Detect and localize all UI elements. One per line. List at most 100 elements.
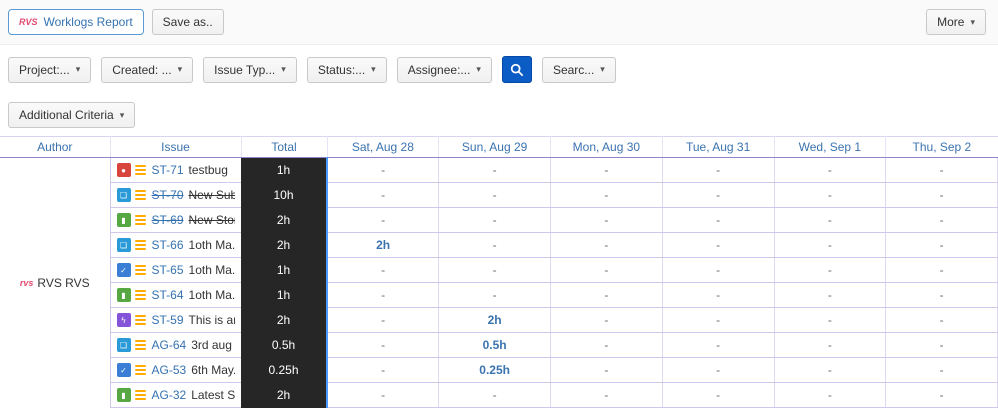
filter-issue-type[interactable]: Issue Typ... ▾: [203, 56, 297, 83]
worklog-day-cell[interactable]: -: [327, 357, 440, 383]
worklog-day-cell[interactable]: -: [438, 282, 551, 308]
worklog-day-cell[interactable]: -: [327, 257, 440, 283]
worklog-day-cell[interactable]: -: [774, 332, 887, 358]
column-header-day-1: Sat, Aug 28: [327, 136, 440, 158]
app-title: Worklogs Report: [43, 15, 133, 29]
worklog-day-cell[interactable]: -: [550, 307, 663, 333]
worklog-day-cell[interactable]: -: [774, 357, 887, 383]
search-button[interactable]: [501, 56, 532, 83]
worklog-day-cell[interactable]: -: [885, 182, 998, 208]
issue-cell: ❏ ST-70 New Sub...: [110, 182, 241, 208]
issue-key-link[interactable]: ST-71: [151, 163, 184, 177]
worklog-day-cell[interactable]: -: [327, 282, 440, 308]
worklog-day-cell[interactable]: -: [550, 257, 663, 283]
worklog-day-cell[interactable]: -: [885, 357, 998, 383]
worklog-day-cell[interactable]: 0.5h: [438, 332, 551, 358]
worklog-day-cell[interactable]: -: [774, 157, 887, 183]
worklog-day-cell[interactable]: -: [774, 182, 887, 208]
worklog-day-cell[interactable]: -: [885, 382, 998, 408]
chevron-down-icon: ▾: [970, 16, 975, 27]
worklog-day-cell[interactable]: -: [662, 207, 775, 233]
worklog-day-cell[interactable]: -: [438, 257, 551, 283]
worklog-day-cell[interactable]: -: [438, 207, 551, 233]
additional-criteria-button[interactable]: Additional Criteria ▾: [8, 102, 136, 128]
worklog-day-cell[interactable]: -: [438, 182, 551, 208]
issue-cell: ✓ AG-53 6th May...: [110, 357, 241, 383]
worklog-day-cell[interactable]: -: [550, 157, 663, 183]
filter-label: Issue Typ...: [214, 62, 276, 77]
worklog-day-cell[interactable]: -: [662, 232, 775, 258]
filter-assignee[interactable]: Assignee:... ▾: [396, 56, 492, 83]
issue-key-link[interactable]: ST-64: [151, 288, 184, 302]
chevron-down-icon: ▾: [476, 64, 481, 74]
total-cell: 0.25h: [241, 357, 328, 383]
search-options-dropdown[interactable]: Searc... ▾: [541, 56, 616, 83]
worklog-day-cell[interactable]: -: [774, 382, 887, 408]
priority-medium-icon: [134, 288, 147, 302]
issue-key-link[interactable]: ST-65: [151, 263, 184, 277]
worklog-day-cell[interactable]: -: [438, 232, 551, 258]
more-button[interactable]: More ▾: [926, 9, 986, 35]
issue-type-subtask-icon: ❏: [116, 238, 131, 252]
issue-key-link[interactable]: AG-32: [151, 388, 187, 402]
worklog-day-cell[interactable]: -: [662, 307, 775, 333]
worklog-day-cell[interactable]: -: [662, 382, 775, 408]
issue-key-link[interactable]: ST-69: [151, 213, 184, 227]
worklog-day-cell[interactable]: -: [327, 332, 440, 358]
worklog-day-cell[interactable]: -: [885, 332, 998, 358]
worklog-day-cell[interactable]: -: [885, 307, 998, 333]
issue-key-link[interactable]: ST-59: [151, 313, 184, 327]
worklog-day-cell[interactable]: -: [662, 157, 775, 183]
save-as-button[interactable]: Save as..: [151, 9, 224, 35]
worklog-day-cell[interactable]: -: [550, 182, 663, 208]
worklog-day-cell[interactable]: -: [885, 157, 998, 183]
issue-type-story-icon: ▮: [116, 288, 131, 302]
worklog-day-cell[interactable]: 2h: [438, 307, 551, 333]
worklog-day-cell[interactable]: -: [885, 232, 998, 258]
issue-key-link[interactable]: AG-53: [151, 363, 187, 377]
chevron-down-icon: ▾: [177, 64, 183, 74]
worklog-day-cell[interactable]: 0.25h: [438, 357, 551, 383]
worklog-day-cell[interactable]: -: [774, 282, 887, 308]
worklog-day-cell[interactable]: -: [774, 207, 887, 233]
issue-key-link[interactable]: ST-70: [151, 188, 184, 202]
worklog-day-cell[interactable]: -: [327, 382, 440, 408]
worklog-day-cell[interactable]: -: [550, 357, 663, 383]
worklog-day-cell[interactable]: -: [885, 207, 998, 233]
column-header-day-6: Thu, Sep 2: [885, 136, 998, 158]
worklog-day-cell[interactable]: -: [662, 332, 775, 358]
worklog-day-cell[interactable]: -: [885, 282, 998, 308]
worklog-day-cell[interactable]: -: [327, 157, 440, 183]
filter-created[interactable]: Created: ... ▾: [101, 56, 194, 83]
worklog-day-cell[interactable]: -: [550, 282, 663, 308]
issue-key-link[interactable]: ST-66: [151, 238, 184, 252]
worklog-day-cell[interactable]: -: [438, 157, 551, 183]
worklog-day-cell[interactable]: -: [662, 257, 775, 283]
filter-project[interactable]: Project:... ▾: [8, 56, 92, 83]
worklog-day-cell[interactable]: -: [885, 257, 998, 283]
issue-cell: ▮ AG-32 Latest St...: [110, 382, 241, 408]
worklog-day-cell[interactable]: -: [774, 232, 887, 258]
priority-medium-icon: [134, 363, 147, 377]
worklog-day-cell[interactable]: -: [327, 307, 440, 333]
worklog-day-cell[interactable]: -: [438, 382, 551, 408]
worklog-day-cell[interactable]: -: [550, 382, 663, 408]
worklog-day-cell[interactable]: -: [662, 182, 775, 208]
worklog-day-cell[interactable]: -: [550, 332, 663, 358]
worklogs-report-button[interactable]: RVS Worklogs Report: [8, 9, 144, 35]
worklog-day-cell[interactable]: 2h: [327, 232, 440, 258]
worklog-day-cell[interactable]: -: [327, 207, 440, 233]
worklog-day-cell[interactable]: -: [662, 357, 775, 383]
worklog-day-cell[interactable]: -: [327, 182, 440, 208]
issue-type-bug-icon: ●: [116, 163, 131, 177]
priority-medium-icon: [134, 213, 147, 227]
issue-key-link[interactable]: AG-64: [151, 338, 187, 352]
worklog-day-cell[interactable]: -: [774, 307, 887, 333]
priority-medium-icon: [134, 313, 147, 327]
worklog-day-cell[interactable]: -: [662, 282, 775, 308]
worklog-day-cell[interactable]: -: [550, 207, 663, 233]
worklog-day-cell[interactable]: -: [550, 232, 663, 258]
worklog-day-cell[interactable]: -: [774, 257, 887, 283]
filter-status[interactable]: Status:... ▾: [306, 56, 387, 83]
